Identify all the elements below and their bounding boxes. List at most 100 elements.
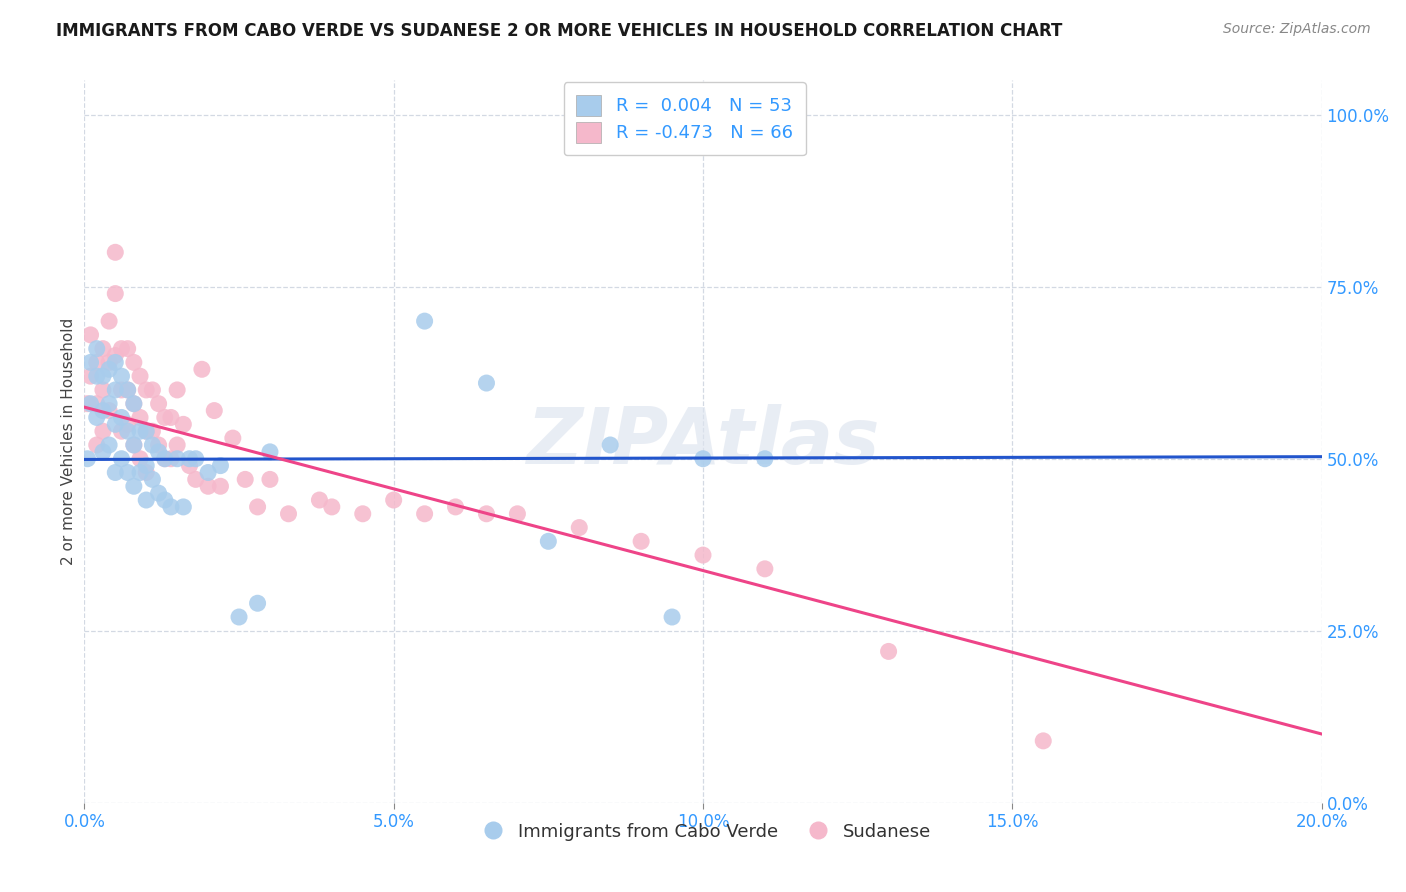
Point: [233, 472, 256, 486]
Point: [197, 466, 219, 480]
Point: [86, 410, 108, 425]
Point: [86, 438, 108, 452]
Point: [104, 355, 127, 369]
Point: [877, 644, 900, 658]
Point: [110, 424, 132, 438]
Point: [135, 424, 157, 438]
Point: [308, 493, 330, 508]
Point: [259, 445, 281, 459]
Point: [86, 342, 108, 356]
Point: [141, 424, 163, 438]
Point: [179, 458, 201, 473]
Point: [754, 451, 776, 466]
Point: [148, 445, 170, 459]
Point: [79, 327, 101, 342]
Point: [86, 355, 108, 369]
Point: [122, 397, 145, 411]
Point: [184, 472, 207, 486]
Point: [104, 466, 127, 480]
Point: [537, 534, 560, 549]
Point: [148, 486, 170, 500]
Point: [104, 245, 127, 260]
Point: [91, 445, 114, 459]
Point: [148, 397, 170, 411]
Point: [110, 410, 132, 425]
Point: [209, 458, 232, 473]
Point: [117, 383, 139, 397]
Point: [202, 403, 225, 417]
Point: [76, 451, 98, 466]
Point: [76, 397, 98, 411]
Point: [228, 610, 250, 624]
Point: [246, 596, 269, 610]
Point: [506, 507, 529, 521]
Point: [104, 286, 127, 301]
Point: [1032, 734, 1054, 748]
Point: [135, 493, 157, 508]
Point: [98, 397, 121, 411]
Point: [246, 500, 269, 514]
Point: [110, 369, 132, 384]
Point: [104, 349, 127, 363]
Point: [79, 397, 101, 411]
Point: [110, 383, 132, 397]
Point: [197, 479, 219, 493]
Point: [413, 314, 436, 328]
Point: [148, 438, 170, 452]
Point: [141, 438, 163, 452]
Point: [259, 472, 281, 486]
Point: [122, 438, 145, 452]
Point: [98, 438, 121, 452]
Point: [129, 451, 152, 466]
Point: [321, 500, 343, 514]
Point: [110, 451, 132, 466]
Point: [153, 410, 176, 425]
Point: [86, 369, 108, 384]
Point: [79, 369, 101, 384]
Point: [661, 610, 683, 624]
Point: [98, 314, 121, 328]
Point: [209, 479, 232, 493]
Point: [135, 424, 157, 438]
Point: [91, 403, 114, 417]
Point: [122, 438, 145, 452]
Point: [191, 362, 214, 376]
Point: [91, 424, 114, 438]
Point: [91, 383, 114, 397]
Point: [475, 507, 498, 521]
Text: ZIPAtlas: ZIPAtlas: [526, 403, 880, 480]
Point: [129, 410, 152, 425]
Point: [117, 383, 139, 397]
Point: [160, 451, 183, 466]
Point: [117, 424, 139, 438]
Point: [222, 431, 245, 445]
Point: [91, 342, 114, 356]
Point: [160, 500, 183, 514]
Point: [153, 451, 176, 466]
Point: [160, 410, 183, 425]
Point: [475, 376, 498, 390]
Point: [79, 355, 101, 369]
Point: [277, 507, 299, 521]
Point: [692, 451, 714, 466]
Point: [166, 451, 188, 466]
Point: [110, 342, 132, 356]
Point: [166, 438, 188, 452]
Point: [352, 507, 374, 521]
Point: [141, 472, 163, 486]
Point: [153, 451, 176, 466]
Point: [122, 479, 145, 493]
Text: IMMIGRANTS FROM CABO VERDE VS SUDANESE 2 OR MORE VEHICLES IN HOUSEHOLD CORRELATI: IMMIGRANTS FROM CABO VERDE VS SUDANESE 2…: [56, 22, 1063, 40]
Point: [135, 383, 157, 397]
Point: [754, 562, 776, 576]
Y-axis label: 2 or more Vehicles in Household: 2 or more Vehicles in Household: [60, 318, 76, 566]
Point: [172, 417, 194, 432]
Legend: Immigrants from Cabo Verde, Sudanese: Immigrants from Cabo Verde, Sudanese: [467, 815, 939, 848]
Point: [122, 397, 145, 411]
Point: [568, 520, 591, 534]
Point: [98, 403, 121, 417]
Point: [86, 397, 108, 411]
Point: [599, 438, 621, 452]
Point: [382, 493, 405, 508]
Point: [122, 355, 145, 369]
